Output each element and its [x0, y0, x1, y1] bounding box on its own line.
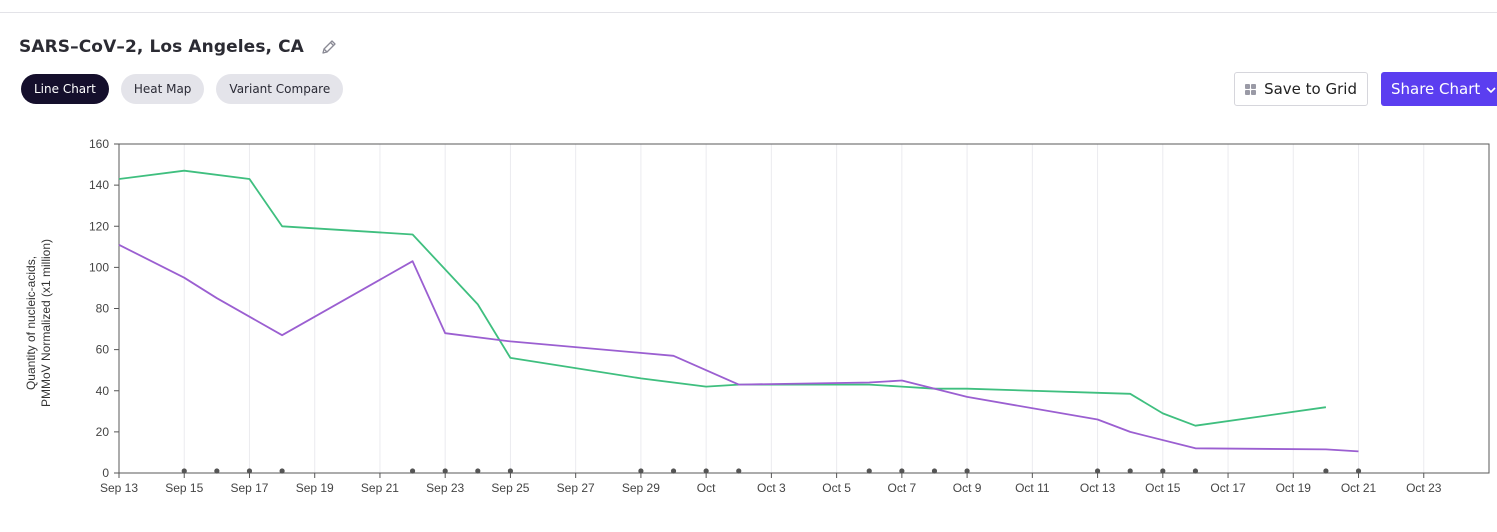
series-line-1 — [118, 169, 1327, 427]
x-tick-label: Sep 29 — [622, 481, 660, 495]
x-tick-label: Oct — [697, 481, 716, 495]
sample-marker — [736, 468, 742, 474]
chevron-down-icon — [1486, 80, 1496, 98]
sample-marker — [931, 468, 938, 474]
sample-marker — [1355, 468, 1362, 474]
y-tick-label: 40 — [96, 384, 110, 398]
top-divider — [0, 12, 1497, 13]
x-tick-label: Oct 19 — [1276, 481, 1312, 495]
x-tick-label: Sep 15 — [165, 481, 203, 495]
sample-marker — [866, 468, 872, 474]
x-tick-label: Oct 3 — [757, 481, 786, 495]
sample-marker — [1192, 468, 1199, 474]
y-axis-label-line-2: PMMoV Normalized (x1 million) — [39, 239, 53, 407]
sample-marker — [703, 468, 709, 474]
save-to-grid-label: Save to Grid — [1264, 80, 1357, 98]
tab-variant-compare[interactable]: Variant Compare — [216, 74, 344, 104]
x-tick-label: Sep 23 — [426, 481, 464, 495]
page-title: SARS–CoV–2, Los Angeles, CA — [19, 37, 304, 57]
plot-frame — [118, 143, 1490, 474]
y-tick-label: 160 — [89, 137, 109, 151]
x-tick-label: Sep 13 — [100, 481, 138, 495]
sample-marker — [214, 468, 220, 474]
x-tick-label: Oct 21 — [1341, 481, 1377, 495]
sample-marker — [279, 468, 285, 474]
chart-actions: Save to Grid Share Chart — [1234, 72, 1497, 106]
y-tick-label: 100 — [89, 260, 109, 274]
x-tick-label: Oct 11 — [1015, 481, 1050, 495]
sample-marker — [670, 468, 677, 474]
sample-marker — [246, 468, 253, 474]
sample-marker — [1094, 468, 1101, 474]
x-tick-label: Oct 15 — [1145, 481, 1181, 495]
sample-marker — [442, 468, 448, 474]
x-tick-label: Sep 25 — [491, 481, 529, 495]
x-tick-label: Sep 17 — [230, 481, 268, 495]
x-tick-label: Oct 9 — [953, 481, 982, 495]
sample-marker — [1323, 468, 1329, 474]
chart-type-tabs: Line Chart Heat Map Variant Compare — [21, 74, 344, 104]
y-tick-label: 140 — [89, 178, 109, 192]
save-to-grid-button[interactable]: Save to Grid — [1234, 72, 1368, 106]
sample-marker — [1127, 468, 1133, 474]
x-tick-label: Sep 21 — [361, 481, 399, 495]
x-tick-label: Oct 23 — [1406, 481, 1442, 495]
sample-marker — [1160, 468, 1166, 474]
sample-marker — [181, 468, 187, 474]
grid-icon — [1245, 83, 1257, 95]
line-chart-svg: 0 20 40 60 80 100 120 140 160 Sep 13 Sep 15 Sep 17 S… — [24, 137, 1490, 495]
chart-header: SARS–CoV–2, Los Angeles, CA — [19, 34, 339, 60]
x-tick-label: Oct 13 — [1080, 481, 1116, 495]
sample-marker — [964, 468, 970, 474]
x-tick-label: Oct 5 — [822, 481, 851, 495]
share-chart-button[interactable]: Share Chart — [1381, 72, 1497, 106]
x-tick-label: Sep 19 — [296, 481, 334, 495]
sample-marker — [899, 468, 905, 474]
sample-marker — [409, 468, 416, 474]
tab-heat-map[interactable]: Heat Map — [120, 74, 205, 104]
x-tick-label: Oct 17 — [1210, 481, 1246, 495]
y-axis-label: Quantity of nucleic-acids, PMMoV Normali… — [24, 239, 53, 407]
x-tick-label: Sep 27 — [557, 481, 595, 495]
sample-marker — [507, 468, 514, 474]
y-tick-label: 0 — [102, 466, 109, 480]
y-tick-label: 80 — [96, 302, 110, 316]
y-tick-label: 20 — [96, 425, 110, 439]
pencil-icon[interactable] — [319, 37, 339, 57]
y-axis-label-line-1: Quantity of nucleic-acids, — [24, 256, 38, 390]
y-tick-label: 60 — [96, 343, 110, 357]
y-tick-label: 120 — [89, 219, 109, 233]
sample-marker — [475, 468, 481, 474]
x-tick-label: Oct 7 — [888, 481, 917, 495]
tab-line-chart[interactable]: Line Chart — [21, 74, 109, 104]
sample-marker — [638, 468, 644, 474]
line-chart: 0 20 40 60 80 100 120 140 160 Sep 13 Sep 15 Sep 17 S… — [0, 130, 1497, 510]
series-line-2 — [118, 243, 1359, 453]
share-chart-label: Share Chart — [1391, 80, 1481, 98]
